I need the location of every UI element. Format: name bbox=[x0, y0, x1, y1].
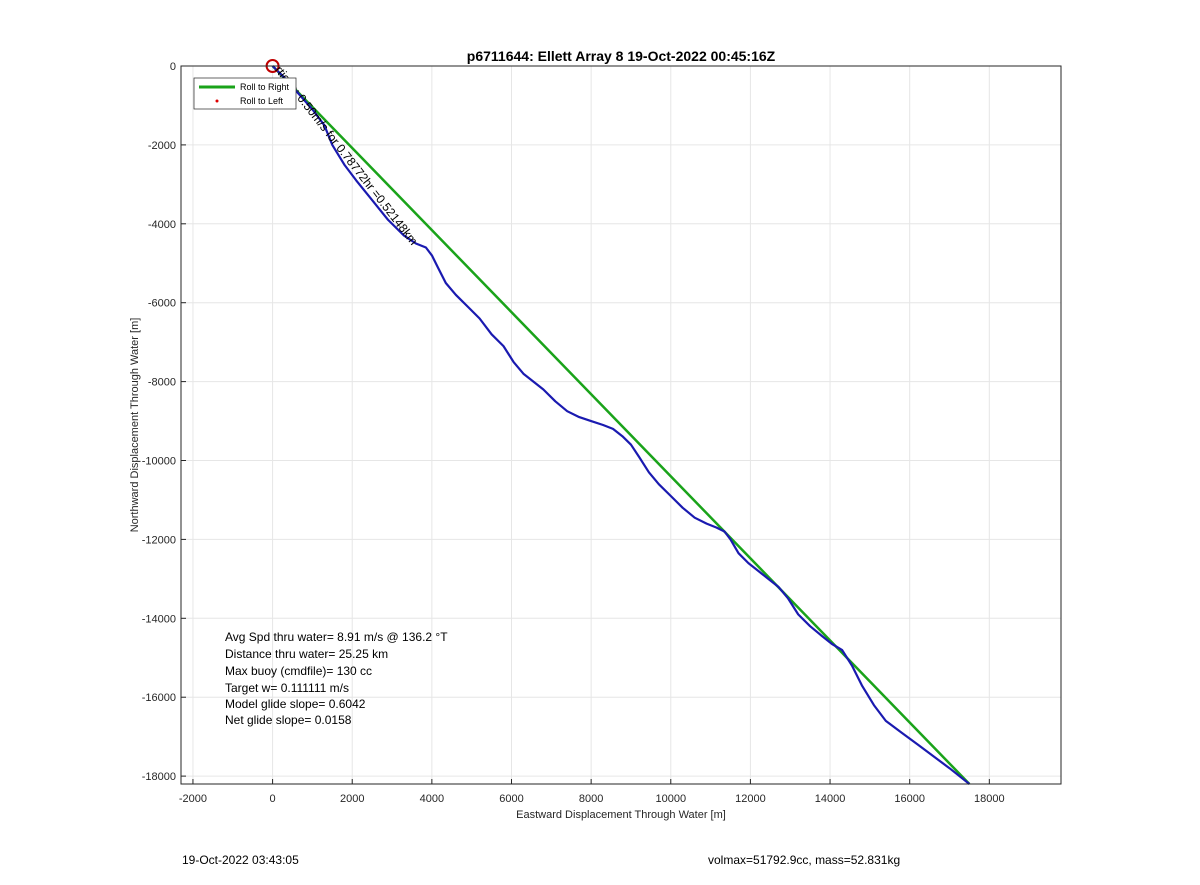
x-tick-label: 2000 bbox=[340, 793, 364, 805]
series-line-model bbox=[271, 65, 971, 785]
footer-timestamp: 19-Oct-2022 03:43:05 bbox=[182, 853, 299, 867]
y-tick-label: -16000 bbox=[142, 692, 176, 704]
chart-title: p6711644: Ellett Array 8 19-Oct-2022 00:… bbox=[467, 48, 776, 64]
y-tick-label: -2000 bbox=[148, 140, 176, 152]
plot-frame bbox=[180, 65, 1062, 785]
stats-block: Avg Spd thru water= 8.91 m/s @ 136.2 °T … bbox=[225, 630, 448, 727]
series-lines bbox=[271, 65, 971, 785]
x-tick-label: 10000 bbox=[655, 793, 686, 805]
x-tick-label: 4000 bbox=[420, 793, 444, 805]
legend-swatch-roll-left bbox=[215, 99, 219, 103]
series-line-actual bbox=[271, 65, 971, 785]
y-tick-label: -18000 bbox=[142, 771, 176, 783]
footer-vol-mass: volmax=51792.9cc, mass=52.831kg bbox=[708, 853, 900, 867]
x-tick-label: 18000 bbox=[974, 793, 1005, 805]
y-tick-label: -4000 bbox=[148, 219, 176, 231]
y-tick-label: -14000 bbox=[142, 613, 176, 625]
stat-max-buoy: Max buoy (cmdfile)= 130 cc bbox=[225, 664, 372, 678]
stat-distance: Distance thru water= 25.25 km bbox=[225, 647, 388, 661]
x-tick-label: 0 bbox=[270, 793, 276, 805]
y-tick-label: -6000 bbox=[148, 298, 176, 310]
x-axis-ticks: -2000 0 2000 4000 6000 8000 10000 12000 14000 160… bbox=[179, 779, 1005, 805]
y-tick-label: 0 bbox=[170, 61, 176, 73]
stat-net-glide-slope: Net glide slope= 0.0158 bbox=[225, 713, 352, 727]
stat-model-glide-slope: Model glide slope= 0.6042 bbox=[225, 697, 366, 711]
y-axis-label: Northward Displacement Through Water [m] bbox=[129, 318, 141, 533]
x-axis-label: Eastward Displacement Through Water [m] bbox=[516, 809, 726, 821]
x-tick-label: 8000 bbox=[579, 793, 603, 805]
y-tick-label: -8000 bbox=[148, 377, 176, 389]
x-tick-label: 16000 bbox=[894, 793, 925, 805]
y-tick-label: -12000 bbox=[142, 534, 176, 546]
y-tick-label: -10000 bbox=[142, 456, 176, 468]
x-tick-label: 12000 bbox=[735, 793, 766, 805]
legend-box bbox=[193, 77, 297, 110]
stat-target-w: Target w= 0.111111 m/s bbox=[225, 681, 349, 695]
x-tick-label: -2000 bbox=[179, 793, 207, 805]
legend: Roll to Right Roll to Left bbox=[193, 77, 297, 110]
y-axis-ticks: 0 -2000 -4000 -6000 -8000 -10000 -12000 -14000 -… bbox=[142, 61, 186, 783]
stat-avg-speed: Avg Spd thru water= 8.91 m/s @ 136.2 °T bbox=[225, 630, 448, 644]
legend-label-roll-right: Roll to Right bbox=[240, 82, 290, 92]
legend-label-roll-left: Roll to Left bbox=[240, 96, 284, 106]
x-tick-label: 14000 bbox=[815, 793, 846, 805]
x-tick-label: 6000 bbox=[499, 793, 523, 805]
